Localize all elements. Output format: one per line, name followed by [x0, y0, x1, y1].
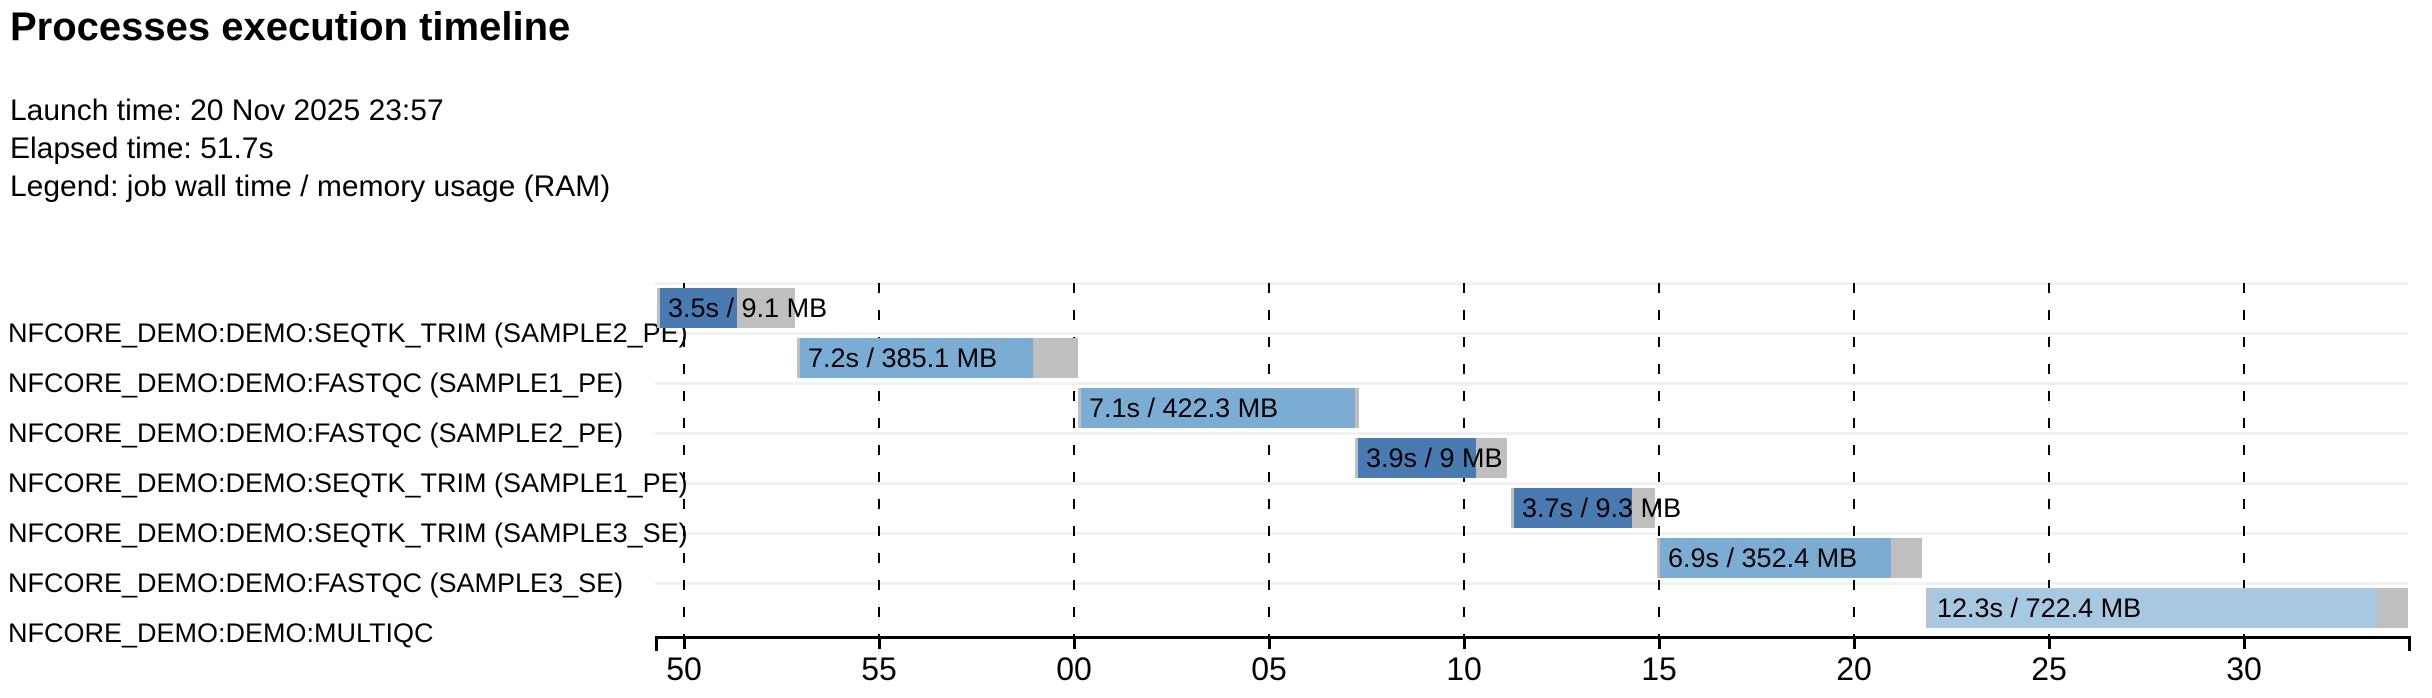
- gridline: [878, 283, 880, 636]
- x-axis-tick: [2048, 636, 2051, 649]
- x-axis-tick: [1463, 636, 1466, 649]
- task-bar-run: [1929, 588, 2377, 628]
- row-label: NFCORE_DEMO:DEMO:SEQTK_TRIM (SAMPLE2_PE): [8, 318, 688, 348]
- gridline: [683, 283, 685, 636]
- row-separator: [655, 332, 2408, 335]
- task-bar-label: 3.5s / 9.1 MB: [668, 293, 828, 323]
- row-label: NFCORE_DEMO:DEMO:SEQTK_TRIM (SAMPLE1_PE): [8, 468, 688, 498]
- row-separator: [655, 282, 2408, 285]
- task-bar-label: 6.9s / 352.4 MB: [1668, 543, 1858, 573]
- task-bar-run: [1081, 388, 1355, 428]
- row-label: NFCORE_DEMO:DEMO:FASTQC (SAMPLE1_PE): [8, 368, 624, 398]
- x-axis-tick-label: 15: [1641, 651, 1677, 687]
- row-label: NFCORE_DEMO:DEMO:FASTQC (SAMPLE2_PE): [8, 418, 624, 448]
- task-bar-run: [660, 288, 737, 328]
- task-bar: 6.9s / 352.4 MB: [1657, 538, 1922, 578]
- launch-time-text: Launch time: 20 Nov 2025 23:57: [10, 94, 444, 127]
- task-bar: 12.3s / 722.4 MB: [1926, 588, 2408, 628]
- x-axis-tick-label: 00: [1056, 651, 1092, 687]
- row-separator: [655, 482, 2408, 485]
- x-axis-tick-label: 25: [2031, 651, 2067, 687]
- task-bar-label: 7.1s / 422.3 MB: [1089, 393, 1279, 423]
- x-axis-endcap: [2408, 636, 2411, 651]
- task-bar-run: [1514, 488, 1632, 528]
- x-axis-tick: [1658, 636, 1661, 649]
- row-separator: [655, 432, 2408, 435]
- x-axis-line: [655, 636, 2411, 639]
- run-info: Launch time: 20 Nov 2025 23:57 Elapsed t…: [10, 92, 610, 206]
- x-axis-tick: [1853, 636, 1856, 649]
- x-axis-endcap: [655, 636, 658, 651]
- task-bar: 7.1s / 422.3 MB: [1078, 388, 1359, 428]
- task-bar: 3.5s / 9.1 MB: [657, 288, 827, 328]
- page-title: Processes execution timeline: [10, 5, 571, 49]
- task-bar: 7.2s / 385.1 MB: [797, 338, 1078, 378]
- row-separator: [655, 382, 2408, 385]
- task-bar-label: 12.3s / 722.4 MB: [1937, 593, 2142, 623]
- x-axis-tick: [683, 636, 686, 649]
- x-axis-tick-label: 55: [861, 651, 897, 687]
- x-axis-tick: [1073, 636, 1076, 649]
- x-axis-tick: [2243, 636, 2246, 649]
- gridline: [1853, 283, 1855, 636]
- x-axis-tick-label: 50: [666, 651, 702, 687]
- row-separator: [655, 532, 2408, 535]
- x-axis-tick-label: 10: [1446, 651, 1482, 687]
- row-separator: [655, 582, 2408, 585]
- gridline: [2048, 283, 2050, 636]
- task-bar-run: [1358, 438, 1476, 478]
- task-bar-label: 3.9s / 9 MB: [1366, 443, 1503, 473]
- task-bar-run: [800, 338, 1033, 378]
- x-axis-tick: [878, 636, 881, 649]
- task-bar-run: [1660, 538, 1891, 578]
- row-label: NFCORE_DEMO:DEMO:MULTIQC: [8, 618, 434, 648]
- elapsed-time-text: Elapsed time: 51.7s: [10, 132, 274, 165]
- row-label: NFCORE_DEMO:DEMO:FASTQC (SAMPLE3_SE): [8, 568, 624, 598]
- task-bar: 3.9s / 9 MB: [1355, 438, 1507, 478]
- x-axis-tick-label: 20: [1836, 651, 1872, 687]
- row-label: NFCORE_DEMO:DEMO:SEQTK_TRIM (SAMPLE3_SE): [8, 518, 688, 548]
- x-axis-tick-label: 30: [2226, 651, 2262, 687]
- task-bar-label: 7.2s / 385.1 MB: [808, 343, 998, 373]
- legend-text: Legend: job wall time / memory usage (RA…: [10, 170, 611, 203]
- gridline: [1073, 283, 1075, 636]
- task-bar: 3.7s / 9.3 MB: [1511, 488, 1681, 528]
- x-axis-tick-label: 05: [1251, 651, 1287, 687]
- gridline: [1658, 283, 1660, 636]
- gridline: [1268, 283, 1270, 636]
- task-bar-label: 3.7s / 9.3 MB: [1522, 493, 1682, 523]
- gridline: [2243, 283, 2245, 636]
- x-axis-tick: [1268, 636, 1271, 649]
